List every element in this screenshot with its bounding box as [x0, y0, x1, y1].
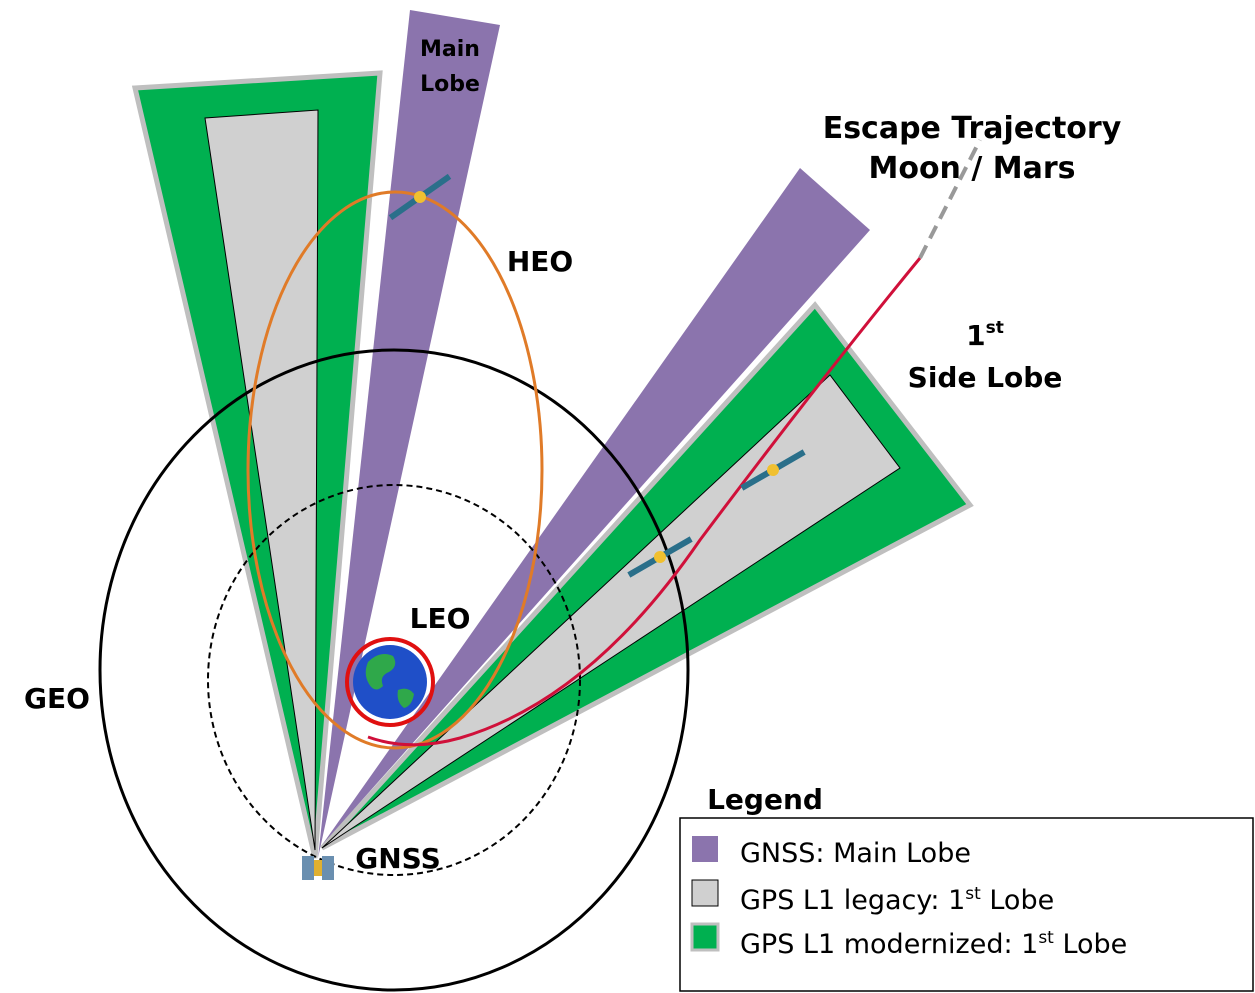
main-lobe-label: Lobe: [420, 72, 480, 97]
legend-title: Legend: [707, 783, 823, 816]
legend-swatch: [692, 836, 718, 862]
geo-label: GEO: [24, 682, 90, 715]
legend-text: GPS L1 modernized: 1: [740, 929, 1038, 960]
side-lobe-number: 1: [966, 319, 985, 352]
legend-swatch: [692, 924, 718, 950]
legend-swatch: [692, 880, 718, 906]
diagram: Main Lobe Escape Trajectory Moon / Mars …: [0, 0, 1255, 993]
legend-item: GPS L1 legacy: 1st Lobe: [740, 884, 1054, 916]
gnss-satellite: [302, 856, 334, 880]
legend-text: Lobe: [981, 885, 1054, 916]
gnss-label: GNSS: [355, 842, 441, 875]
heo-label: HEO: [507, 245, 573, 278]
side-lobe-sup: st: [986, 318, 1004, 338]
side-lobe-label: Side Lobe: [908, 361, 1063, 394]
legacy-lobe: [205, 110, 318, 850]
escape-label: Moon / Mars: [868, 151, 1075, 186]
leo-label: LEO: [410, 602, 471, 635]
side-lobe-label: 1st: [966, 318, 1004, 352]
main-lobe-label: Main: [420, 37, 480, 62]
escape-label: Escape Trajectory: [823, 111, 1122, 146]
legend-item: GNSS: Main Lobe: [740, 838, 971, 869]
legend-item: GPS L1 modernized: 1st Lobe: [740, 928, 1127, 960]
legend-text: Lobe: [1054, 929, 1127, 960]
page: Main Lobe Escape Trajectory Moon / Mars …: [0, 0, 1255, 993]
legend-sup: st: [1038, 928, 1054, 948]
legend-sup: st: [965, 884, 981, 904]
legend-text: GPS L1 legacy: 1: [740, 885, 965, 916]
